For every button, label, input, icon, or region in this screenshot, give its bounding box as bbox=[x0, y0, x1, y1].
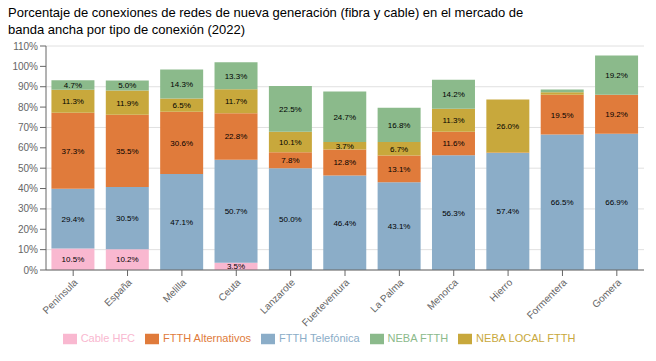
svg-text:30.6%: 30.6% bbox=[170, 139, 193, 148]
svg-text:Península: Península bbox=[40, 276, 80, 316]
svg-text:13.3%: 13.3% bbox=[225, 72, 248, 81]
svg-text:Melilla: Melilla bbox=[161, 276, 189, 304]
svg-text:11.9%: 11.9% bbox=[116, 99, 138, 108]
svg-text:30%: 30% bbox=[18, 203, 38, 214]
svg-text:47.1%: 47.1% bbox=[170, 218, 193, 227]
svg-text:12.8%: 12.8% bbox=[333, 158, 356, 167]
svg-text:0%: 0% bbox=[24, 265, 39, 276]
svg-text:30.5%: 30.5% bbox=[116, 214, 139, 223]
svg-text:11.3%: 11.3% bbox=[62, 97, 84, 106]
svg-text:22.5%: 22.5% bbox=[279, 105, 302, 114]
svg-text:19.2%: 19.2% bbox=[605, 71, 628, 80]
html-text:NEBA LOCAL FTTH: NEBA LOCAL FTTH bbox=[476, 332, 576, 344]
svg-text:19.5%: 19.5% bbox=[551, 111, 574, 120]
svg-text:Fuerteventura: Fuerteventura bbox=[300, 276, 352, 328]
svg-text:España: España bbox=[102, 276, 134, 308]
svg-text:11.7%: 11.7% bbox=[225, 97, 247, 106]
svg-text:3.7%: 3.7% bbox=[336, 142, 354, 151]
svg-text:13.1%: 13.1% bbox=[388, 165, 411, 174]
html-text:banda ancha por tipo de conexi: banda ancha por tipo de conexión (2022) bbox=[8, 22, 246, 37]
svg-text:10%: 10% bbox=[18, 244, 38, 255]
svg-text:110%: 110% bbox=[13, 41, 38, 52]
svg-text:6.7%: 6.7% bbox=[390, 145, 408, 154]
svg-text:6.5%: 6.5% bbox=[173, 101, 191, 110]
svg-text:29.4%: 29.4% bbox=[62, 215, 85, 224]
html-text:FTTH Telefónica: FTTH Telefónica bbox=[279, 332, 360, 344]
svg-text:10.5%: 10.5% bbox=[62, 255, 85, 264]
svg-text:20%: 20% bbox=[18, 224, 38, 235]
svg-text:Lanzarote: Lanzarote bbox=[258, 276, 298, 316]
svg-text:90%: 90% bbox=[18, 81, 38, 92]
svg-text:70%: 70% bbox=[18, 122, 38, 133]
html-text:NEBA FTTH: NEBA FTTH bbox=[387, 332, 449, 344]
svg-text:4.7%: 4.7% bbox=[64, 81, 82, 90]
svg-text:14.3%: 14.3% bbox=[170, 80, 193, 89]
svg-text:100%: 100% bbox=[12, 61, 38, 72]
svg-text:57.4%: 57.4% bbox=[497, 207, 520, 216]
svg-text:Hierro: Hierro bbox=[487, 276, 514, 303]
svg-text:66.9%: 66.9% bbox=[605, 198, 628, 207]
html-text:Porcentaje de conexiones de re: Porcentaje de conexiones de redes de nue… bbox=[8, 5, 524, 20]
svg-text:3.5%: 3.5% bbox=[227, 262, 245, 271]
svg-text:40%: 40% bbox=[18, 183, 38, 194]
svg-text:66.5%: 66.5% bbox=[551, 198, 574, 207]
svg-text:Menorca: Menorca bbox=[425, 276, 461, 312]
svg-text:7.8%: 7.8% bbox=[281, 156, 299, 165]
svg-text:Ceuta: Ceuta bbox=[216, 276, 243, 303]
html-text:FTTH Alternativos: FTTH Alternativos bbox=[163, 332, 252, 344]
svg-text:22.8%: 22.8% bbox=[225, 132, 248, 141]
svg-text:26.0%: 26.0% bbox=[497, 122, 520, 131]
svg-text:10.2%: 10.2% bbox=[116, 255, 139, 264]
svg-text:46.4%: 46.4% bbox=[333, 219, 356, 228]
svg-text:60%: 60% bbox=[18, 142, 38, 153]
svg-text:10.1%: 10.1% bbox=[279, 138, 302, 147]
svg-text:16.8%: 16.8% bbox=[388, 121, 411, 130]
svg-text:35.5%: 35.5% bbox=[116, 147, 139, 156]
svg-text:37.3%: 37.3% bbox=[62, 147, 85, 156]
svg-text:80%: 80% bbox=[18, 102, 38, 113]
svg-text:19.2%: 19.2% bbox=[605, 110, 628, 119]
svg-text:5.0%: 5.0% bbox=[118, 81, 136, 90]
svg-text:11.3%: 11.3% bbox=[442, 116, 464, 125]
svg-text:50%: 50% bbox=[18, 163, 38, 174]
svg-text:50.0%: 50.0% bbox=[279, 215, 302, 224]
svg-text:43.1%: 43.1% bbox=[388, 222, 411, 231]
svg-text:56.3%: 56.3% bbox=[442, 209, 465, 218]
svg-text:50.7%: 50.7% bbox=[225, 207, 248, 216]
svg-text:14.2%: 14.2% bbox=[442, 90, 465, 99]
html-text:Cable HFC: Cable HFC bbox=[80, 332, 136, 344]
svg-text:Formentera: Formentera bbox=[525, 276, 570, 321]
svg-text:Gomera: Gomera bbox=[590, 276, 624, 310]
svg-text:11.6%: 11.6% bbox=[442, 139, 464, 148]
svg-text:24.7%: 24.7% bbox=[333, 113, 356, 122]
svg-text:La Palma: La Palma bbox=[368, 276, 406, 314]
